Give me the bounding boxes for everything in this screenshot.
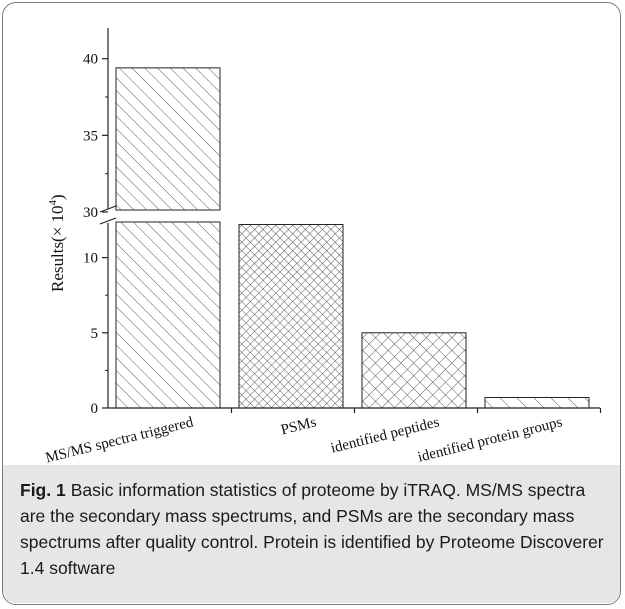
y-tick-label: 0 [91,401,99,417]
caption-label: Fig. 1 [20,480,66,500]
axis-break-mark [99,205,117,213]
bar [361,332,467,409]
bar [115,67,221,211]
caption-text: Basic information statistics of proteome… [20,480,604,578]
bar [115,221,221,409]
y-axis-label: Results(× 104) [47,194,67,292]
y-tick-label: 40 [83,52,98,68]
bar-chart: 0 5 10 30 35 40 Results(× 104) MS/MS spectra tr… [44,28,602,467]
x-tick-label: MS/MS spectra triggered [44,414,195,466]
bar [484,396,590,409]
y-tick-label: 35 [83,128,98,144]
y-tick-label: 5 [91,326,99,342]
x-tick-label: PSMs [279,414,318,438]
y-tick-label: 10 [83,251,98,267]
axis-break-mark [99,217,117,225]
bars [115,67,590,409]
bar [238,224,344,409]
caption-box [3,465,620,603]
y-tick-label: 30 [83,205,98,221]
figure-caption: Fig. 1 Basic information statistics of pr… [20,477,610,581]
